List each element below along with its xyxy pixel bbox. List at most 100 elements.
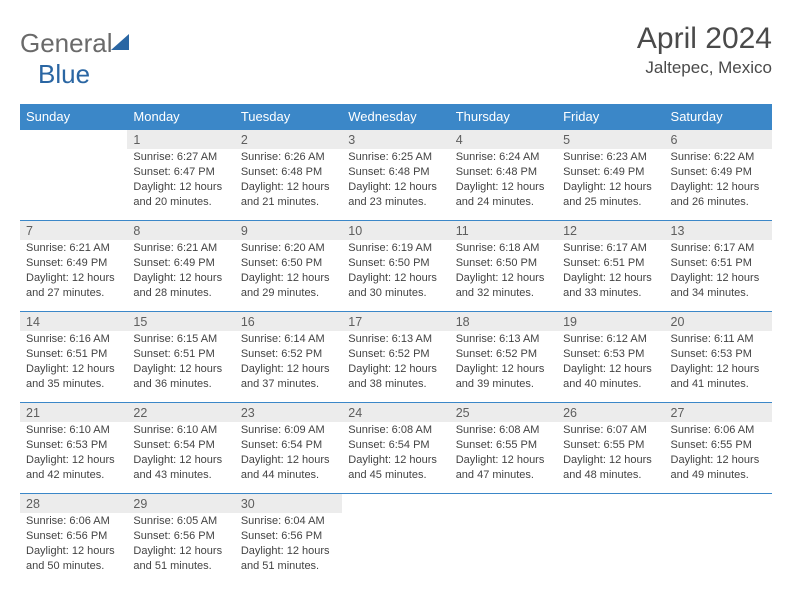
calendar-cell: 9Sunrise: 6:20 AMSunset: 6:50 PMDaylight… (235, 221, 342, 312)
calendar-cell: 29Sunrise: 6:05 AMSunset: 6:56 PMDayligh… (127, 494, 234, 585)
sunset-text: Sunset: 6:47 PM (133, 165, 228, 180)
sunset-text: Sunset: 6:50 PM (456, 256, 551, 271)
sunrise-text: Sunrise: 6:15 AM (133, 332, 228, 347)
calendar-cell: 20Sunrise: 6:11 AMSunset: 6:53 PMDayligh… (665, 312, 772, 403)
day-details: Sunrise: 6:05 AMSunset: 6:56 PMDaylight:… (127, 513, 234, 577)
daylight-text: Daylight: 12 hours and 39 minutes. (456, 362, 551, 392)
day-number: 3 (342, 130, 449, 149)
calendar-table: SundayMondayTuesdayWednesdayThursdayFrid… (20, 104, 772, 585)
day-number: 11 (450, 221, 557, 240)
sail-icon (111, 34, 133, 57)
calendar-cell: 24Sunrise: 6:08 AMSunset: 6:54 PMDayligh… (342, 403, 449, 494)
day-details: Sunrise: 6:06 AMSunset: 6:55 PMDaylight:… (665, 422, 772, 486)
logo-text-block: General Blue (20, 28, 133, 90)
calendar-cell: . (450, 494, 557, 585)
sunrise-text: Sunrise: 6:20 AM (241, 241, 336, 256)
day-details: Sunrise: 6:25 AMSunset: 6:48 PMDaylight:… (342, 149, 449, 213)
daylight-text: Daylight: 12 hours and 27 minutes. (26, 271, 121, 301)
sunset-text: Sunset: 6:54 PM (241, 438, 336, 453)
calendar-cell: . (342, 494, 449, 585)
sunset-text: Sunset: 6:51 PM (133, 347, 228, 362)
sunrise-text: Sunrise: 6:27 AM (133, 150, 228, 165)
calendar-cell: 1Sunrise: 6:27 AMSunset: 6:47 PMDaylight… (127, 130, 234, 221)
calendar-cell: 13Sunrise: 6:17 AMSunset: 6:51 PMDayligh… (665, 221, 772, 312)
daylight-text: Daylight: 12 hours and 21 minutes. (241, 180, 336, 210)
month-title: April 2024 (637, 22, 772, 56)
sunrise-text: Sunrise: 6:07 AM (563, 423, 658, 438)
daylight-text: Daylight: 12 hours and 26 minutes. (671, 180, 766, 210)
sunrise-text: Sunrise: 6:16 AM (26, 332, 121, 347)
calendar-cell: 4Sunrise: 6:24 AMSunset: 6:48 PMDaylight… (450, 130, 557, 221)
day-details: Sunrise: 6:13 AMSunset: 6:52 PMDaylight:… (342, 331, 449, 395)
calendar-head: SundayMondayTuesdayWednesdayThursdayFrid… (20, 104, 772, 130)
day-number: 29 (127, 494, 234, 513)
day-number: 15 (127, 312, 234, 331)
weekday-header: Tuesday (235, 104, 342, 130)
sunrise-text: Sunrise: 6:08 AM (348, 423, 443, 438)
day-number: 7 (20, 221, 127, 240)
day-number: 26 (557, 403, 664, 422)
daylight-text: Daylight: 12 hours and 25 minutes. (563, 180, 658, 210)
calendar-cell: 7Sunrise: 6:21 AMSunset: 6:49 PMDaylight… (20, 221, 127, 312)
day-number: 9 (235, 221, 342, 240)
day-number: 16 (235, 312, 342, 331)
day-number: 8 (127, 221, 234, 240)
daylight-text: Daylight: 12 hours and 36 minutes. (133, 362, 228, 392)
sunrise-text: Sunrise: 6:19 AM (348, 241, 443, 256)
sunrise-text: Sunrise: 6:17 AM (563, 241, 658, 256)
sunset-text: Sunset: 6:48 PM (241, 165, 336, 180)
calendar-cell: 22Sunrise: 6:10 AMSunset: 6:54 PMDayligh… (127, 403, 234, 494)
calendar-cell: 28Sunrise: 6:06 AMSunset: 6:56 PMDayligh… (20, 494, 127, 585)
sunset-text: Sunset: 6:51 PM (563, 256, 658, 271)
daylight-text: Daylight: 12 hours and 51 minutes. (241, 544, 336, 574)
day-details: Sunrise: 6:23 AMSunset: 6:49 PMDaylight:… (557, 149, 664, 213)
sunset-text: Sunset: 6:48 PM (456, 165, 551, 180)
day-number: 17 (342, 312, 449, 331)
day-details: Sunrise: 6:09 AMSunset: 6:54 PMDaylight:… (235, 422, 342, 486)
calendar-cell: 23Sunrise: 6:09 AMSunset: 6:54 PMDayligh… (235, 403, 342, 494)
daylight-text: Daylight: 12 hours and 48 minutes. (563, 453, 658, 483)
weekday-header: Sunday (20, 104, 127, 130)
daylight-text: Daylight: 12 hours and 32 minutes. (456, 271, 551, 301)
day-number: 12 (557, 221, 664, 240)
sunset-text: Sunset: 6:53 PM (26, 438, 121, 453)
day-number: 10 (342, 221, 449, 240)
calendar-cell: 12Sunrise: 6:17 AMSunset: 6:51 PMDayligh… (557, 221, 664, 312)
day-number: 1 (127, 130, 234, 149)
calendar-cell: 14Sunrise: 6:16 AMSunset: 6:51 PMDayligh… (20, 312, 127, 403)
day-details: Sunrise: 6:24 AMSunset: 6:48 PMDaylight:… (450, 149, 557, 213)
day-details: Sunrise: 6:10 AMSunset: 6:54 PMDaylight:… (127, 422, 234, 486)
day-details: Sunrise: 6:21 AMSunset: 6:49 PMDaylight:… (127, 240, 234, 304)
daylight-text: Daylight: 12 hours and 34 minutes. (671, 271, 766, 301)
day-number: 27 (665, 403, 772, 422)
day-number: 25 (450, 403, 557, 422)
sunset-text: Sunset: 6:56 PM (241, 529, 336, 544)
weekday-header: Wednesday (342, 104, 449, 130)
location: Jaltepec, Mexico (637, 58, 772, 78)
sunrise-text: Sunrise: 6:12 AM (563, 332, 658, 347)
day-number: 22 (127, 403, 234, 422)
day-details: Sunrise: 6:08 AMSunset: 6:55 PMDaylight:… (450, 422, 557, 486)
day-details: Sunrise: 6:21 AMSunset: 6:49 PMDaylight:… (20, 240, 127, 304)
sunrise-text: Sunrise: 6:06 AM (671, 423, 766, 438)
calendar-cell: 5Sunrise: 6:23 AMSunset: 6:49 PMDaylight… (557, 130, 664, 221)
weekday-header: Thursday (450, 104, 557, 130)
sunrise-text: Sunrise: 6:10 AM (133, 423, 228, 438)
day-number: 20 (665, 312, 772, 331)
calendar-cell: 16Sunrise: 6:14 AMSunset: 6:52 PMDayligh… (235, 312, 342, 403)
day-details: Sunrise: 6:11 AMSunset: 6:53 PMDaylight:… (665, 331, 772, 395)
calendar-cell: 19Sunrise: 6:12 AMSunset: 6:53 PMDayligh… (557, 312, 664, 403)
calendar-cell: 30Sunrise: 6:04 AMSunset: 6:56 PMDayligh… (235, 494, 342, 585)
sunrise-text: Sunrise: 6:05 AM (133, 514, 228, 529)
sunset-text: Sunset: 6:55 PM (456, 438, 551, 453)
daylight-text: Daylight: 12 hours and 50 minutes. (26, 544, 121, 574)
day-details: Sunrise: 6:14 AMSunset: 6:52 PMDaylight:… (235, 331, 342, 395)
sunset-text: Sunset: 6:52 PM (348, 347, 443, 362)
sunset-text: Sunset: 6:52 PM (241, 347, 336, 362)
sunset-text: Sunset: 6:48 PM (348, 165, 443, 180)
daylight-text: Daylight: 12 hours and 30 minutes. (348, 271, 443, 301)
daylight-text: Daylight: 12 hours and 41 minutes. (671, 362, 766, 392)
day-details: Sunrise: 6:15 AMSunset: 6:51 PMDaylight:… (127, 331, 234, 395)
sunset-text: Sunset: 6:50 PM (241, 256, 336, 271)
day-details: Sunrise: 6:27 AMSunset: 6:47 PMDaylight:… (127, 149, 234, 213)
